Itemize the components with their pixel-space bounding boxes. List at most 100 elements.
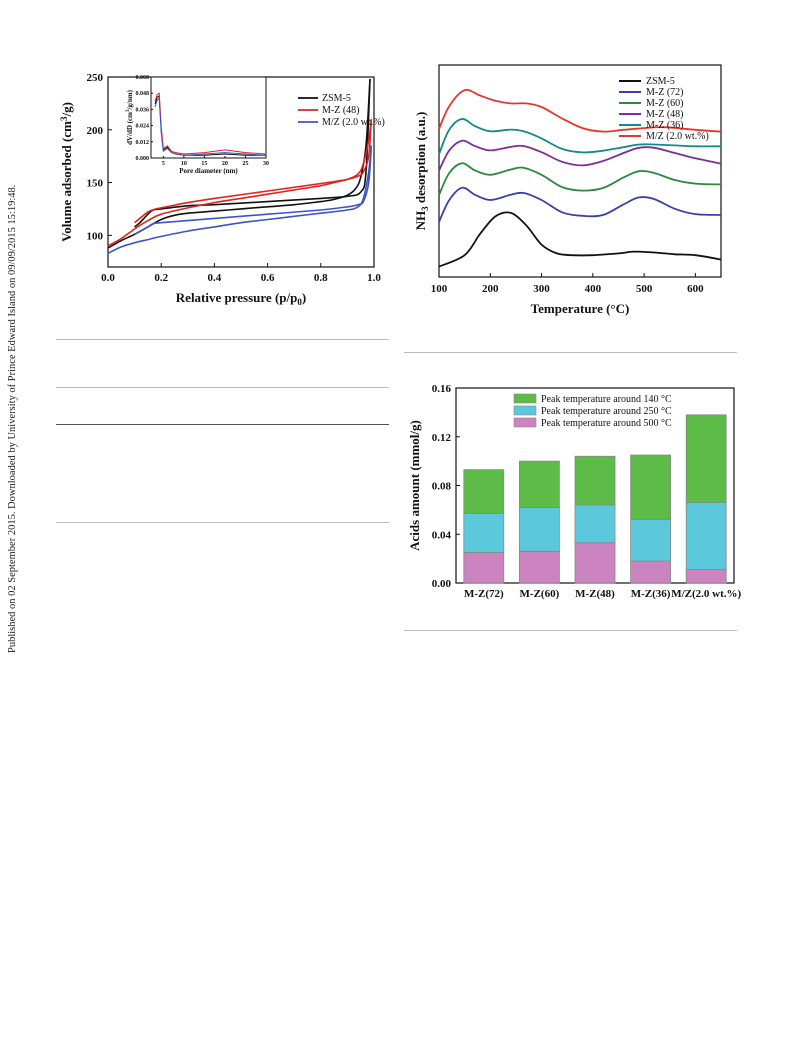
inset-x-tick-label: 10 <box>181 161 187 167</box>
x-tick-label: 300 <box>533 283 550 295</box>
x-tick-label: 0.6 <box>261 272 275 284</box>
category-label: M-Z(60) <box>520 588 560 600</box>
y-tick-label: 150 <box>87 178 104 190</box>
side-publication-note: Published on 02 September 2015. Download… <box>7 185 18 653</box>
inset-y-tick-label: 0.036 <box>136 107 150 113</box>
nh3-tpd-chart: 100 200 300 400 500 600 Temperature (°C) NH3 de… <box>413 64 722 316</box>
bar-segment-1 <box>574 504 616 544</box>
rule-right-1 <box>404 352 737 353</box>
category-label: M-Z(48) <box>575 588 615 600</box>
x-tick-label: 0.8 <box>314 272 328 284</box>
legend-label-2: M/Z (2.0 wt.%) <box>322 117 385 128</box>
y-axis-label: NH3 desorption (a.u.) <box>413 112 430 231</box>
series-line-1 <box>438 186 722 223</box>
inset-y-tick-label: 0.000 <box>136 156 150 162</box>
x-axis-label: Relative pressure (p/p0) <box>176 290 306 307</box>
series-desorption-0 <box>134 79 371 228</box>
legend-swatch-1 <box>513 405 537 416</box>
inset-x-tick-label: 25 <box>242 161 248 167</box>
legend-label-1: Peak temperature around 250 °C <box>541 406 672 417</box>
y-axis-label: Acids amount (mmol/g) <box>407 420 422 551</box>
legend-swatch-0 <box>513 393 537 404</box>
inset-y-tick-label: 0.048 <box>136 91 150 97</box>
legend-label-4: M-Z (36) <box>646 120 684 131</box>
bar-segment-0 <box>630 560 672 584</box>
category-label: M-Z(72) <box>464 588 504 600</box>
side-note-text: Published on 02 September 2015. Download… <box>7 185 18 653</box>
series-line-2 <box>438 162 722 196</box>
y-tick-label: 0.00 <box>432 578 452 590</box>
bar-segment-0 <box>519 550 560 584</box>
inset-x-tick-label: 30 <box>263 161 269 167</box>
legend-label-0: Peak temperature around 140 °C <box>541 394 672 405</box>
legend-label-1: M-Z (48) <box>322 105 360 116</box>
y-axis-label: Volume adsorbed (cm3/g) <box>59 102 74 242</box>
x-tick-label: 100 <box>431 283 448 295</box>
bar-segment-1 <box>463 513 505 553</box>
inset-x-axis-label: Pore diameter (nm) <box>179 167 238 175</box>
acid-amount-bar-chart: 0.00 0.04 0.08 0.12 0.16 Acids amount (mmol/g… <box>407 383 742 600</box>
x-tick-label: 0.4 <box>208 272 222 284</box>
bar-segment-2 <box>519 460 560 508</box>
x-tick-label: 0.0 <box>101 272 115 284</box>
bar-segment-0 <box>685 569 727 584</box>
bar-segment-2 <box>630 454 672 521</box>
isotherm-chart: 0.0 0.2 0.4 0.6 0.8 1.0 100 150 200 250 Relative p… <box>59 72 385 307</box>
series-line-4 <box>438 118 722 155</box>
series-line-5 <box>438 88 722 133</box>
plot-frame <box>438 64 722 278</box>
y-tick-label: 100 <box>87 230 104 242</box>
series-adsorption-1 <box>107 119 373 247</box>
bar-segment-1 <box>519 507 560 552</box>
x-tick-label: 1.0 <box>367 272 381 284</box>
y-tick-label: 0.08 <box>432 481 452 493</box>
bar-segment-1 <box>630 519 672 562</box>
x-tick-label: 600 <box>687 283 704 295</box>
x-tick-label: 400 <box>585 283 602 295</box>
x-tick-label: 500 <box>636 283 653 295</box>
rule-left-2 <box>56 387 389 388</box>
legend-label-0: ZSM-5 <box>646 76 675 87</box>
bar-segment-2 <box>574 455 616 506</box>
rule-left-4 <box>56 522 389 523</box>
inset-series-2 <box>154 97 267 156</box>
inset-y-tick-label: 0.024 <box>136 124 150 130</box>
y-tick-label: 0.12 <box>432 432 452 444</box>
legend-label-5: M/Z (2.0 wt.%) <box>646 131 709 142</box>
inset-x-tick-label: 5 <box>162 161 165 167</box>
legend-label-2: M-Z (60) <box>646 98 684 109</box>
category-label: M/Z(2.0 wt.%) <box>671 588 741 600</box>
legend-label-1: M-Z (72) <box>646 87 684 98</box>
x-tick-label: 0.2 <box>154 272 168 284</box>
inset-series-1 <box>154 92 267 155</box>
series-line-3 <box>438 139 722 172</box>
inset-frame <box>150 76 267 159</box>
legend-label-0: ZSM-5 <box>322 93 351 104</box>
inset-y-tick-label: 0.060 <box>136 75 150 81</box>
rule-left-3 <box>56 424 389 425</box>
inset-y-tick-label: 0.012 <box>136 140 150 146</box>
legend-label-2: Peak temperature around 500 °C <box>541 418 672 429</box>
inset-y-axis-label: dV/dD (cm3/g/nm) <box>126 89 134 144</box>
bar-segment-0 <box>463 552 505 584</box>
y-tick-label: 200 <box>87 125 104 137</box>
rule-right-2 <box>404 630 737 631</box>
bar-segment-2 <box>463 469 505 514</box>
legend-label-3: M-Z (48) <box>646 109 684 120</box>
legend-swatch-2 <box>513 417 537 428</box>
bar-segment-0 <box>574 542 616 584</box>
x-tick-label: 200 <box>482 283 499 295</box>
bar-segment-2 <box>685 414 727 503</box>
y-tick-label: 250 <box>87 72 104 84</box>
x-axis-label: Temperature (°C) <box>531 301 630 316</box>
series-desorption-1 <box>134 119 373 224</box>
inset-x-tick-label: 15 <box>201 161 207 167</box>
rule-left-1 <box>56 339 389 340</box>
series-line-0 <box>438 211 722 268</box>
series-desorption-2 <box>134 145 373 235</box>
inset-x-tick-label: 20 <box>222 161 228 167</box>
category-label: M-Z(36) <box>631 588 671 600</box>
y-tick-label: 0.04 <box>432 529 452 541</box>
bar-segment-1 <box>685 502 727 570</box>
y-tick-label: 0.16 <box>432 383 452 395</box>
